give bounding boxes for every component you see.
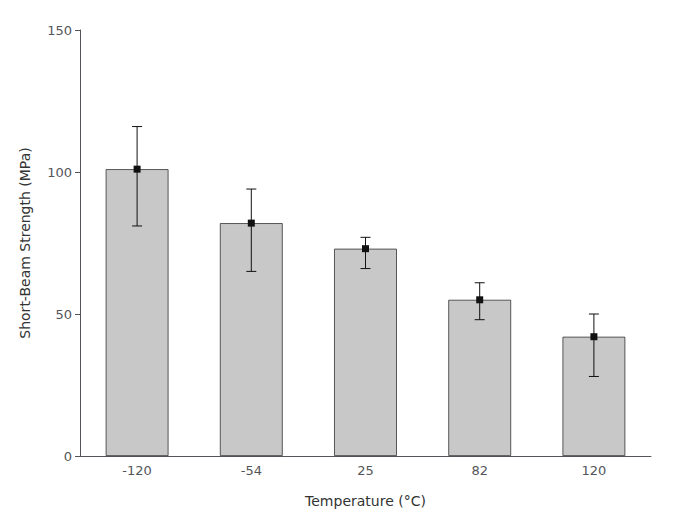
svg-text:100: 100: [47, 165, 72, 180]
svg-text:50: 50: [55, 307, 72, 322]
svg-text:Temperature (°C): Temperature (°C): [304, 493, 426, 509]
svg-text:120: 120: [581, 463, 606, 478]
svg-text:25: 25: [357, 463, 374, 478]
svg-text:-54: -54: [241, 463, 262, 478]
svg-text:0: 0: [64, 449, 72, 464]
svg-text:-120: -120: [122, 463, 152, 478]
svg-text:82: 82: [471, 463, 488, 478]
svg-text:Short-Beam Strength (MPa): Short-Beam Strength (MPa): [17, 147, 33, 338]
svg-text:150: 150: [47, 23, 72, 38]
